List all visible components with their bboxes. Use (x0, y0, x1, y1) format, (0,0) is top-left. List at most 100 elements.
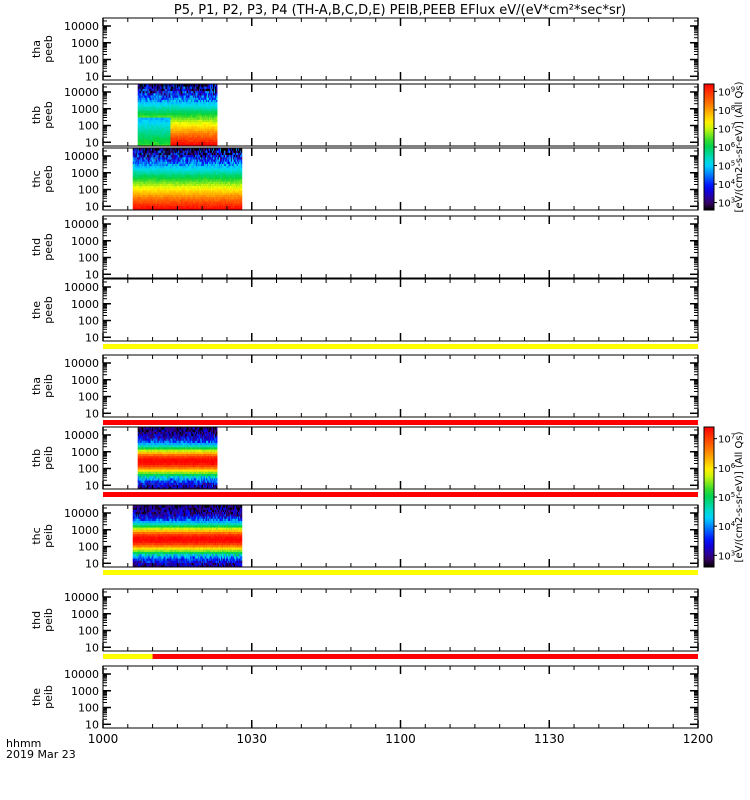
y-tick-label: 10 (85, 331, 99, 344)
panel-label-probe: the (30, 688, 43, 706)
y-tick-label: 10000 (64, 668, 99, 681)
y-tick-label: 100 (78, 315, 99, 328)
panel-label-instrument: peib (42, 524, 55, 548)
panel-frame (102, 354, 699, 418)
y-tick-label: 10000 (64, 218, 99, 231)
colorbar-label-text: [eV/(cm2-s-sr-eV)] (All Qs) (734, 431, 745, 562)
x-axis-label-date: 2019 Mar 23 (6, 748, 76, 761)
status-bar-segment (103, 492, 698, 497)
y-tick-label: 1000 (71, 446, 99, 459)
y-tick-label: 1000 (71, 608, 99, 621)
y-tick-label: 10000 (64, 591, 99, 604)
colorbar-tick-label: 103 (718, 197, 735, 210)
x-tick-label: 1030 (236, 732, 267, 746)
panel-label-probe: tha (30, 377, 43, 395)
panel-frame (102, 665, 699, 729)
colorbar-peib: 103 104 105 106 107[eV/(cm2-s-sr-eV)] (All Q… (703, 426, 745, 568)
panel-label: thd peib (30, 608, 55, 632)
panel-thd-peib: 10 100 1000 10000 thd peib (30, 588, 699, 654)
y-tick-label: 100 (78, 463, 99, 476)
panel-label-instrument: peeb (42, 165, 55, 193)
y-tick-label: 10 (85, 479, 99, 492)
colorbar-tick-label: 107 (718, 433, 735, 446)
colorbar-label-text: [eV/(cm2-s-sr-eV)] (All Qs) (734, 81, 745, 212)
status-bar-segment (103, 570, 698, 575)
y-tick-label: 100 (78, 541, 99, 554)
y-tick-label: 10 (85, 557, 99, 570)
panel-label-probe: thb (30, 449, 43, 467)
colorbar-tick-label: 105 (718, 160, 735, 173)
panel-label: thb peeb (30, 101, 55, 129)
y-tick-label: 100 (78, 391, 99, 404)
y-tick-label: 10000 (64, 357, 99, 370)
y-tick-label: 10000 (64, 86, 99, 99)
panel-label: the peib (30, 685, 55, 709)
colorbar-peeb: 103 104 105 106 107 108 109[eV/(cm2-s-sr-eV)] … (703, 81, 745, 212)
status-bar-segment (103, 654, 153, 659)
panel-label-instrument: peeb (42, 233, 55, 261)
panel-the-peeb: 10 100 1000 10000 the peeb (30, 278, 699, 344)
panel-label-instrument: peeb (42, 35, 55, 63)
panel-label-probe: thd (30, 611, 43, 629)
spectrogram-thb-peeb (137, 84, 218, 147)
colorbar-tick-label: 108 (718, 104, 735, 117)
y-tick-label: 10 (85, 641, 99, 654)
colorbar-tick-label: 107 (718, 122, 735, 135)
y-tick-label: 10000 (64, 429, 99, 442)
y-tick-label: 1000 (71, 524, 99, 537)
y-tick-label: 100 (78, 120, 99, 133)
y-tick-label: 100 (78, 252, 99, 265)
status-bar-segment (103, 344, 698, 349)
y-tick-label: 1000 (71, 235, 99, 248)
y-tick-label: 10000 (64, 20, 99, 33)
colorbar-tick-label: 104 (718, 178, 736, 191)
panel-label-probe: tha (30, 40, 43, 58)
y-tick-label: 1000 (71, 103, 99, 116)
y-tick-label: 100 (78, 702, 99, 715)
spectrogram-thb-peib (137, 427, 218, 490)
panel-tha-peib: 10 100 1000 10000 tha peib (30, 354, 699, 420)
panel-thb-peeb: 10 100 1000 10000 thb peeb (30, 83, 699, 149)
status-bar (103, 420, 698, 425)
panel-label: thc peeb (30, 165, 55, 193)
colorbar-tick-label: 103 (718, 549, 735, 562)
panel-thc-peeb: 10 100 1000 10000 thc peeb (30, 147, 699, 213)
panel-label: thb peib (30, 446, 55, 470)
status-bar (103, 570, 698, 575)
y-tick-label: 1000 (71, 685, 99, 698)
colorbar-tick-label: 106 (718, 141, 736, 154)
status-bar (103, 344, 698, 349)
panel-thb-peib: 10 100 1000 10000 thb peib (30, 426, 699, 492)
panel-label-instrument: peib (42, 374, 55, 398)
panel-label-instrument: peib (42, 685, 55, 709)
y-tick-label: 10 (85, 268, 99, 281)
y-tick-label: 10000 (64, 150, 99, 163)
panel-tha-peeb: 10 100 1000 10000 tha peeb (30, 17, 699, 83)
panel-label: tha peib (30, 374, 55, 398)
panel-frame (102, 588, 699, 652)
panel-thd-peeb: 10 100 1000 10000 thd peeb (30, 215, 699, 281)
panel-label-instrument: peeb (42, 101, 55, 129)
panel-label-probe: thb (30, 106, 43, 124)
panel-label-probe: the (30, 301, 43, 319)
x-tick-label: 1130 (534, 732, 565, 746)
panel-label-instrument: peeb (42, 296, 55, 324)
panel-label-probe: thd (30, 238, 43, 256)
y-tick-label: 10 (85, 70, 99, 83)
panel-frame (102, 278, 699, 342)
x-tick-label: 1100 (385, 732, 416, 746)
colorbar-tick-label: 105 (718, 491, 735, 504)
status-bar-segment (103, 420, 698, 425)
colorbar-gradient (703, 426, 715, 568)
colorbar-tick-label: 109 (718, 85, 735, 98)
y-tick-label: 1000 (71, 298, 99, 311)
panel-the-peib: 10 100 1000 10000 the peib (30, 665, 699, 731)
spectrogram-thc-peeb (132, 148, 243, 211)
spectrogram-thc-peib (132, 505, 243, 568)
y-tick-label: 100 (78, 625, 99, 638)
y-tick-label: 100 (78, 54, 99, 67)
status-bar (103, 492, 698, 497)
figure-title: P5, P1, P2, P3, P4 (TH-A,B,C,D,E) PEIB,P… (174, 3, 626, 18)
panel-label: thd peeb (30, 233, 55, 261)
